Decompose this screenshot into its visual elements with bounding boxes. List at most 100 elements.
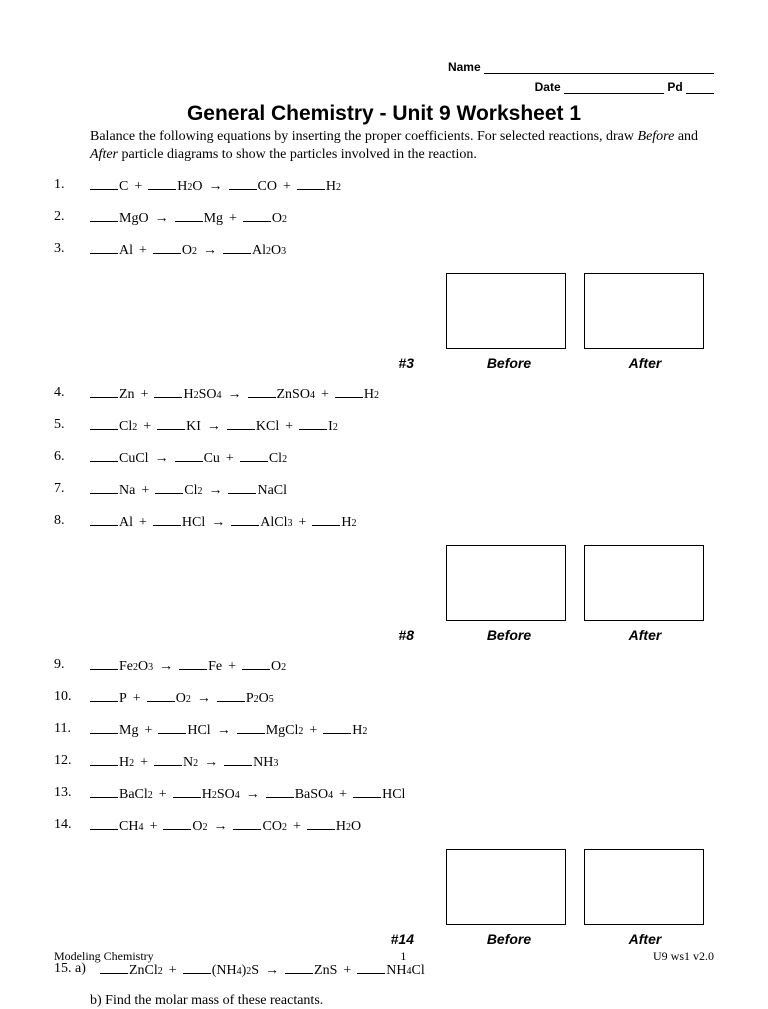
diagram-num: #14 — [374, 931, 414, 947]
after-label: After — [586, 931, 704, 947]
arrow: → — [213, 819, 227, 835]
coefficient-blank[interactable] — [243, 209, 271, 222]
coefficient-blank[interactable] — [353, 785, 381, 798]
coefficient-blank[interactable] — [90, 417, 118, 430]
coefficient-blank[interactable] — [148, 177, 176, 190]
coefficient-blank[interactable] — [175, 209, 203, 222]
instructions-text: particle diagrams to show the particles … — [118, 147, 477, 162]
coefficient-blank[interactable] — [323, 721, 351, 734]
coefficient-blank[interactable] — [217, 689, 245, 702]
plus: + — [139, 515, 147, 531]
species: O — [192, 819, 202, 835]
species: NH — [386, 963, 406, 979]
coefficient-blank[interactable] — [90, 385, 118, 398]
plus: + — [228, 659, 236, 675]
species: CuCl — [119, 451, 149, 467]
coefficient-blank[interactable] — [90, 513, 118, 526]
coefficient-blank[interactable] — [173, 785, 201, 798]
coefficient-blank[interactable] — [153, 241, 181, 254]
coefficient-blank[interactable] — [231, 513, 259, 526]
species: CO — [258, 179, 277, 195]
species: O — [351, 819, 361, 835]
after-label: After — [586, 355, 704, 371]
worksheet-title: General Chemistry - Unit 9 Worksheet 1 — [54, 102, 714, 126]
species: O — [182, 243, 192, 259]
date-blank[interactable] — [564, 81, 664, 94]
equation: Mg+HCl→MgCl2+H2 — [90, 721, 367, 739]
coefficient-blank[interactable] — [223, 241, 251, 254]
species: HCl — [382, 787, 405, 803]
coefficient-blank[interactable] — [266, 785, 294, 798]
coefficient-blank[interactable] — [307, 817, 335, 830]
coefficient-blank[interactable] — [335, 385, 363, 398]
diagram-boxes — [54, 273, 704, 349]
coefficient-blank[interactable] — [163, 817, 191, 830]
question-number: 4. — [54, 385, 90, 401]
coefficient-blank[interactable] — [229, 177, 257, 190]
coefficient-blank[interactable] — [240, 449, 268, 462]
plus: + — [143, 419, 151, 435]
coefficient-blank[interactable] — [147, 689, 175, 702]
after-box[interactable] — [584, 273, 704, 349]
coefficient-blank[interactable] — [90, 241, 118, 254]
species: Cl — [412, 963, 425, 979]
coefficient-blank[interactable] — [90, 753, 118, 766]
equation-row: 11.Mg+HCl→MgCl2+H2 — [54, 721, 714, 739]
plus: + — [229, 211, 237, 227]
plus: + — [140, 755, 148, 771]
coefficient-blank[interactable] — [90, 721, 118, 734]
coefficient-blank[interactable] — [158, 721, 186, 734]
question-number: 10. — [54, 689, 90, 705]
coefficient-blank[interactable] — [90, 785, 118, 798]
coefficient-blank[interactable] — [90, 689, 118, 702]
before-box[interactable] — [446, 273, 566, 349]
equation: Zn+H2SO4→ZnSO4+H2 — [90, 385, 379, 403]
name-blank[interactable] — [484, 61, 714, 74]
coefficient-blank[interactable] — [175, 449, 203, 462]
coefficient-blank[interactable] — [90, 209, 118, 222]
before-label: Before — [450, 627, 568, 643]
coefficient-blank[interactable] — [227, 417, 255, 430]
coefficient-blank[interactable] — [242, 657, 270, 670]
coefficient-blank[interactable] — [153, 513, 181, 526]
coefficient-blank[interactable] — [228, 481, 256, 494]
coefficient-blank[interactable] — [233, 817, 261, 830]
species: MgO — [119, 211, 149, 227]
coefficient-blank[interactable] — [154, 753, 182, 766]
coefficient-blank[interactable] — [155, 481, 183, 494]
instructions: Balance the following equations by inser… — [90, 128, 714, 163]
species: Mg — [204, 211, 223, 227]
species: O — [271, 243, 281, 259]
coefficient-blank[interactable] — [237, 721, 265, 734]
plus: + — [339, 787, 347, 803]
after-box[interactable] — [584, 545, 704, 621]
species: Fe — [119, 659, 133, 675]
diagram-labels: #14BeforeAfter — [54, 931, 704, 947]
coefficient-blank[interactable] — [248, 385, 276, 398]
coefficient-blank[interactable] — [299, 417, 327, 430]
species: Cl — [119, 419, 132, 435]
footer-center: 1 — [400, 949, 406, 964]
pd-blank[interactable] — [686, 81, 714, 94]
coefficient-blank[interactable] — [179, 657, 207, 670]
coefficient-blank[interactable] — [297, 177, 325, 190]
coefficient-blank[interactable] — [154, 385, 182, 398]
before-box[interactable] — [446, 545, 566, 621]
coefficient-blank[interactable] — [157, 417, 185, 430]
coefficient-blank[interactable] — [90, 817, 118, 830]
arrow: → — [155, 211, 169, 227]
question-number: 13. — [54, 785, 90, 801]
coefficient-blank[interactable] — [90, 449, 118, 462]
after-box[interactable] — [584, 849, 704, 925]
plus: + — [133, 691, 141, 707]
plus: + — [159, 787, 167, 803]
coefficient-blank[interactable] — [312, 513, 340, 526]
equation: Cl2+KI→KCl+I2 — [90, 417, 338, 435]
arrow: → — [197, 691, 211, 707]
before-box[interactable] — [446, 849, 566, 925]
equation: CH4+O2→CO2+H2O — [90, 817, 361, 835]
coefficient-blank[interactable] — [90, 481, 118, 494]
coefficient-blank[interactable] — [224, 753, 252, 766]
coefficient-blank[interactable] — [90, 177, 118, 190]
coefficient-blank[interactable] — [90, 657, 118, 670]
